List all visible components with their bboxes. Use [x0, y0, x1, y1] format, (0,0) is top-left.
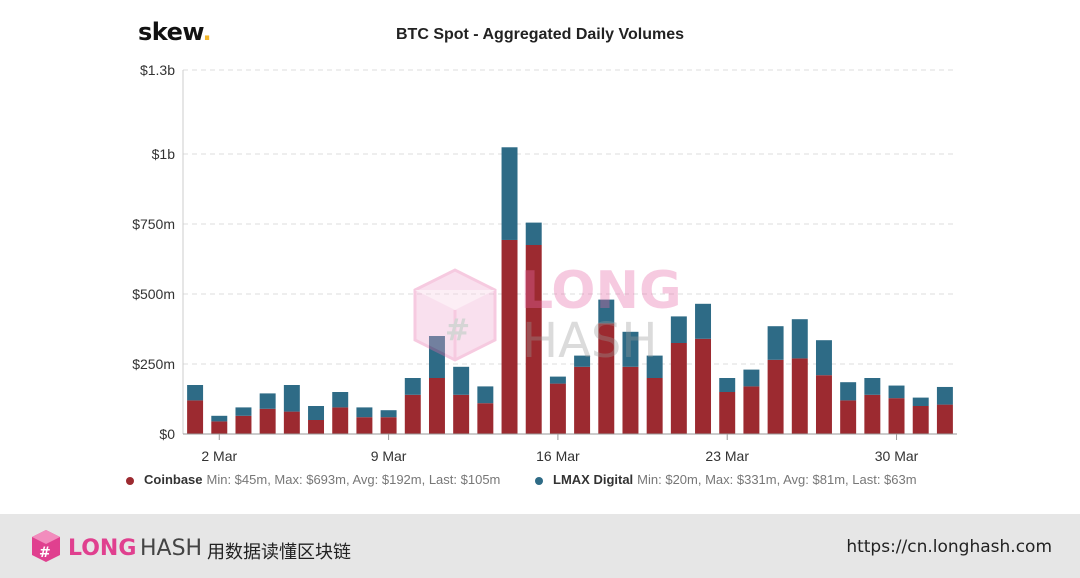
bar-chart: $0 $250m $500m $750m $1b $1.3b 2 Mar 9 Mar 16 Ma…	[132, 62, 957, 464]
bar-segment[interactable]	[428, 378, 445, 434]
bar-segment[interactable]	[791, 319, 808, 359]
svg-text:#: #	[39, 545, 51, 561]
footer-tagline: 用数据读懂区块链	[207, 542, 351, 563]
bar-segment[interactable]	[549, 376, 566, 384]
bar-segment[interactable]	[719, 378, 736, 392]
legend-series-stats: Min: $45m, Max: $693m, Avg: $192m, Last:…	[206, 472, 501, 487]
bar-segment[interactable]	[211, 415, 228, 422]
bar-segment[interactable]	[815, 340, 832, 376]
bar-segment[interactable]	[211, 421, 228, 434]
y-tick-label: $0	[159, 426, 175, 442]
bar-segment[interactable]	[477, 403, 494, 434]
x-tick-label: 2 Mar	[201, 448, 237, 464]
bar-segment[interactable]	[428, 336, 445, 378]
legend-swatch	[535, 476, 543, 485]
bar-segment[interactable]	[646, 378, 663, 434]
bar-segment[interactable]	[574, 355, 591, 367]
grid-lines	[183, 69, 957, 365]
brand-dot: .	[202, 18, 212, 46]
bar-segment[interactable]	[791, 358, 808, 434]
bar-segment[interactable]	[404, 394, 421, 434]
bar-segment[interactable]	[912, 397, 929, 406]
bar-segment[interactable]	[259, 393, 276, 409]
bar-segment[interactable]	[864, 378, 881, 395]
bar-segment[interactable]	[695, 303, 712, 339]
bar-segment[interactable]	[622, 366, 639, 434]
x-tick-label: 30 Mar	[875, 448, 919, 464]
bar-segment[interactable]	[525, 222, 542, 245]
bar-segment[interactable]	[283, 411, 300, 434]
bar-segment[interactable]	[187, 400, 204, 434]
brand-name: skew	[138, 18, 203, 46]
y-tick-label: $500m	[132, 286, 175, 302]
bar-segment[interactable]	[235, 407, 252, 416]
bar-segment[interactable]	[332, 392, 349, 408]
x-tick-label: 16 Mar	[536, 448, 580, 464]
bar-segment[interactable]	[356, 407, 373, 418]
bar-segment[interactable]	[404, 378, 421, 395]
footer-logo-hash: HASH	[140, 536, 203, 561]
bar-segment[interactable]	[840, 400, 857, 434]
y-tick-label: $1.3b	[140, 62, 175, 78]
legend-item-coinbase[interactable]: Coinbase Min: $45m, Max: $693m, Avg: $192…	[126, 472, 500, 487]
legend-series-name: LMAX Digital	[553, 472, 634, 487]
bars	[187, 147, 953, 434]
footer-bar: # LONG HASH 用数据读懂区块链 https://cn.longhash…	[0, 514, 1080, 578]
bar-segment[interactable]	[743, 386, 760, 434]
bar-segment[interactable]	[888, 385, 905, 399]
bar-segment[interactable]	[501, 147, 518, 240]
bar-segment[interactable]	[840, 382, 857, 401]
bar-segment[interactable]	[767, 326, 784, 360]
bar-segment[interactable]	[525, 245, 542, 434]
bar-segment[interactable]	[453, 394, 470, 434]
bar-segment[interactable]	[815, 375, 832, 434]
bar-segment[interactable]	[912, 406, 929, 434]
bar-segment[interactable]	[598, 299, 615, 324]
x-tick-label: 23 Mar	[705, 448, 749, 464]
bar-segment[interactable]	[187, 385, 204, 401]
bar-segment[interactable]	[767, 359, 784, 434]
bar-segment[interactable]	[864, 394, 881, 434]
bar-segment[interactable]	[598, 323, 615, 434]
chart-title: BTC Spot - Aggregated Daily Volumes	[395, 26, 685, 43]
bar-segment[interactable]	[259, 408, 276, 434]
bar-segment[interactable]	[695, 338, 712, 434]
bar-segment[interactable]	[670, 316, 687, 343]
bar-segment[interactable]	[308, 406, 325, 420]
footer-logo-long: LONG	[68, 536, 137, 561]
legend-series-name: Coinbase	[144, 472, 203, 487]
bar-segment[interactable]	[888, 398, 905, 434]
bar-segment[interactable]	[235, 415, 252, 434]
bar-segment[interactable]	[453, 366, 470, 395]
bar-segment[interactable]	[646, 355, 663, 378]
bar-segment[interactable]	[574, 366, 591, 434]
legend-swatch	[126, 476, 134, 485]
axes: $0 $250m $500m $750m $1b $1.3b 2 Mar 9 Mar 16 Ma…	[132, 62, 957, 464]
legend-item-lmax[interactable]: LMAX Digital Min: $20m, Max: $331m, Avg: …	[535, 472, 917, 487]
bar-segment[interactable]	[936, 404, 953, 434]
footer-url-link[interactable]: https://cn.longhash.com	[846, 537, 1052, 557]
longhash-logo-icon: #	[32, 530, 60, 562]
bar-segment[interactable]	[308, 420, 325, 434]
bar-segment[interactable]	[283, 385, 300, 412]
bar-segment[interactable]	[549, 383, 566, 434]
bar-segment[interactable]	[380, 417, 397, 434]
y-tick-label: $250m	[132, 356, 175, 372]
chart-area: skew. BTC Spot - Aggregated Daily Volume…	[126, 18, 957, 487]
bar-segment[interactable]	[501, 239, 518, 434]
bar-segment[interactable]	[936, 386, 953, 405]
bar-segment[interactable]	[719, 392, 736, 434]
bar-segment[interactable]	[670, 343, 687, 434]
bar-segment[interactable]	[743, 369, 760, 387]
x-tick-label: 9 Mar	[371, 448, 407, 464]
legend-series-stats: Min: $20m, Max: $331m, Avg: $81m, Last: …	[637, 472, 917, 487]
y-tick-label: $1b	[152, 146, 176, 162]
bar-segment[interactable]	[380, 410, 397, 418]
y-tick-label: $750m	[132, 216, 175, 232]
bar-segment[interactable]	[332, 407, 349, 434]
bar-segment[interactable]	[356, 417, 373, 434]
skew-logo: skew.	[138, 18, 212, 46]
bar-segment[interactable]	[477, 386, 494, 404]
bar-segment[interactable]	[622, 331, 639, 367]
